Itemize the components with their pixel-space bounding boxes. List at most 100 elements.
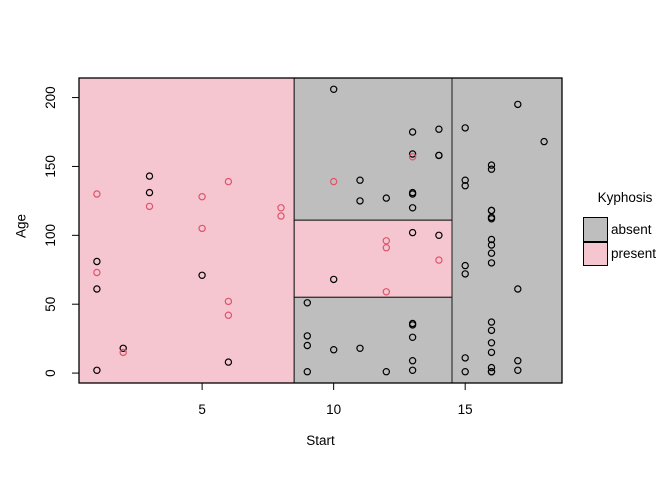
partition-region-present (293, 219, 453, 298)
data-point-absent (461, 261, 469, 270)
data-point-present (277, 212, 285, 220)
data-point-absent (461, 354, 469, 362)
y-tick-label: 50 (43, 297, 58, 312)
data-point-absent (408, 366, 417, 374)
data-point-absent (461, 368, 469, 376)
data-point-present (224, 177, 233, 186)
x-tick-label: 10 (326, 402, 341, 417)
data-point-absent (461, 181, 469, 190)
y-tick-label: 0 (43, 369, 58, 377)
data-point-absent (435, 151, 443, 160)
data-point-absent (514, 366, 522, 374)
data-point-absent (487, 165, 496, 173)
data-point-absent (487, 235, 496, 244)
legend-item-present: present (583, 241, 657, 266)
data-point-absent (408, 150, 417, 158)
data-point-present (145, 202, 154, 211)
y-axis-label: Age (13, 213, 29, 239)
partition-region-present (78, 77, 295, 384)
data-point-absent (330, 85, 338, 94)
data-point-absent (145, 188, 154, 197)
data-point-present (198, 192, 206, 201)
data-point-absent (408, 188, 417, 197)
data-point-absent (514, 285, 522, 293)
data-point-absent (514, 357, 522, 365)
data-point-absent (93, 366, 101, 374)
data-point-absent (408, 333, 417, 341)
y-tick-label: 200 (43, 86, 58, 109)
data-point-present (435, 256, 443, 264)
data-point-absent (487, 339, 496, 347)
data-point-present (224, 297, 233, 306)
data-point-absent (303, 368, 311, 376)
data-point-absent (487, 326, 496, 335)
data-point-absent (487, 161, 496, 169)
data-point-absent (540, 137, 548, 146)
data-point-absent (487, 215, 496, 223)
data-point-absent (487, 368, 496, 376)
plot-border (78, 77, 563, 384)
legend-swatch-absent (583, 217, 608, 242)
legend-title: Kyphosis (597, 190, 653, 205)
legend-item-absent: absent (583, 217, 656, 242)
data-point-absent (461, 176, 469, 184)
data-point-present (277, 204, 285, 212)
data-point-absent (303, 299, 311, 307)
data-point-absent (303, 332, 311, 340)
data-point-absent (356, 176, 364, 184)
data-point-absent (330, 275, 338, 284)
data-point-absent (435, 231, 443, 239)
legend-label-absent: absent (611, 221, 652, 237)
data-point-present (382, 243, 390, 252)
data-point-present (119, 348, 127, 357)
data-point-present (198, 224, 206, 233)
data-point-absent (487, 206, 496, 215)
data-point-absent (382, 368, 390, 376)
data-point-absent (487, 241, 496, 249)
data-point-present (382, 288, 390, 296)
legend-swatch-present (583, 241, 608, 266)
data-point-absent (461, 124, 469, 132)
data-point-absent (93, 285, 101, 293)
data-point-absent (119, 344, 127, 352)
data-point-absent (330, 346, 338, 354)
legend-label-present: present (611, 246, 657, 262)
partition-region-absent (451, 77, 563, 384)
data-point-absent (487, 348, 496, 357)
data-point-present (224, 311, 233, 319)
x-tick-label: 5 (198, 402, 206, 417)
x-axis-label: Start (306, 433, 335, 448)
partition-region-absent (293, 77, 453, 221)
data-point-absent (408, 228, 417, 237)
data-point-absent (487, 259, 496, 267)
data-point-present (330, 177, 338, 186)
data-point-absent (461, 270, 469, 278)
data-point-absent (198, 271, 206, 279)
data-point-absent (145, 172, 154, 180)
data-point-absent (224, 358, 233, 366)
legend-items: absent present (583, 217, 656, 266)
data-point-absent (435, 125, 443, 133)
data-point-absent (487, 363, 496, 372)
data-point-present (93, 190, 101, 198)
data-point-present (93, 268, 101, 277)
data-point-absent (408, 319, 417, 328)
data-point-absent (487, 249, 496, 257)
x-tick-label: 15 (458, 402, 473, 417)
data-point-absent (356, 197, 364, 205)
data-point-absent (487, 318, 496, 326)
y-tick-label: 100 (43, 224, 58, 247)
data-point-absent (408, 128, 417, 136)
data-point-absent (408, 204, 417, 212)
y-tick-label: 150 (43, 155, 58, 178)
data-point-present (408, 153, 417, 161)
data-point-present (382, 237, 390, 245)
partition-region-absent (293, 296, 453, 384)
data-point-absent (514, 100, 522, 109)
data-point-absent (303, 341, 311, 350)
data-point-absent (408, 357, 417, 365)
data-point-absent (93, 257, 101, 266)
data-point-absent (382, 194, 390, 202)
